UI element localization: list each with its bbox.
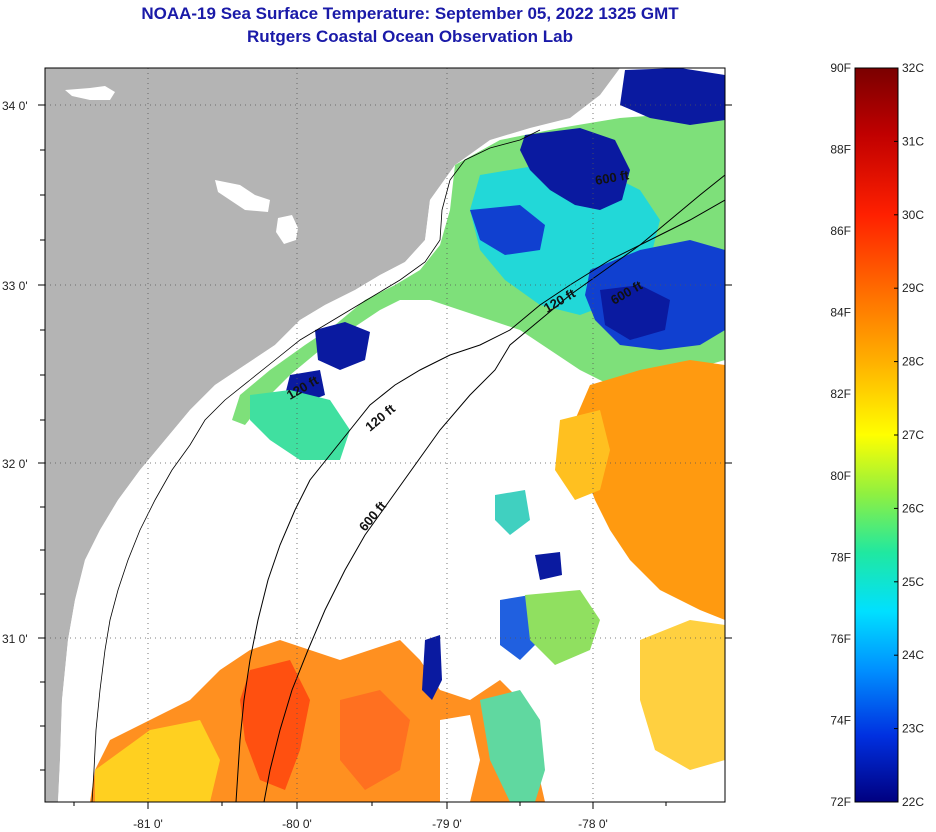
- coastline: [91, 129, 541, 802]
- inland-spot: [65, 86, 115, 100]
- map-subtitle: Rutgers Coastal Ocean Observation Lab: [247, 27, 573, 46]
- colorbar-label-celsius: 23C: [902, 722, 924, 736]
- coastal-nodata: [58, 135, 540, 802]
- colorbar-label-celsius: 29C: [902, 281, 924, 295]
- inland-spot: [276, 215, 298, 244]
- colorbar-label-celsius: 32C: [902, 61, 924, 75]
- sst-nodata-patch: [440, 715, 480, 802]
- colorbar-label-fahrenheit: 74F: [830, 713, 851, 727]
- contour-600ft: [263, 174, 725, 802]
- inland-spot: [215, 180, 270, 212]
- graticule: [45, 68, 725, 802]
- colorbar-label-celsius: 25C: [902, 575, 924, 589]
- colorbar-label-fahrenheit: 72F: [830, 795, 851, 809]
- land-mass: [45, 68, 620, 802]
- lon-label: -78 0': [578, 817, 608, 831]
- contour-120ft: [235, 199, 725, 802]
- sst-cold-patch: [470, 205, 545, 255]
- colorbar-ticks: 90F 88F 86F 84F 82F 80F 78F 76F 74F 72F 32C 31C 30C 2…: [830, 61, 924, 809]
- map-title: NOAA-19 Sea Surface Temperature: Septemb…: [141, 4, 679, 23]
- sst-cold-patch: [520, 128, 630, 210]
- contour-label: 600 ft: [594, 167, 631, 188]
- colorbar-label-celsius: 30C: [902, 208, 924, 222]
- sst-warm-region: [575, 360, 725, 620]
- colorbar-label-fahrenheit: 80F: [830, 469, 851, 483]
- lon-label: -81 0': [133, 817, 163, 831]
- colorbar-label-fahrenheit: 76F: [830, 632, 851, 646]
- sst-hot-patch: [240, 660, 310, 790]
- lat-label: 31 0': [2, 632, 28, 646]
- sst-scattered-patch: [535, 552, 562, 580]
- sst-cold-patch: [315, 322, 370, 370]
- colorbar-label-fahrenheit: 78F: [830, 550, 851, 564]
- colorbar-label-celsius: 26C: [902, 501, 924, 515]
- lon-label: -79 0': [432, 817, 462, 831]
- sst-cold-patch: [600, 285, 670, 340]
- lat-label: 33 0': [2, 279, 28, 293]
- colorbar-label-celsius: 24C: [902, 648, 924, 662]
- sst-cool-patch: [250, 390, 350, 460]
- colorbar-label-fahrenheit: 84F: [830, 306, 851, 320]
- lon-label: -80 0': [282, 817, 312, 831]
- lat-label: 32 0': [2, 457, 28, 471]
- colorbar-label-celsius: 28C: [902, 355, 924, 369]
- colorbar: [854, 67, 899, 803]
- colorbar-label-fahrenheit: 82F: [830, 387, 851, 401]
- sst-hot-patch: [340, 690, 410, 790]
- sst-cool-patch: [480, 690, 545, 802]
- colorbar-label-fahrenheit: 86F: [830, 224, 851, 238]
- colorbar-label-celsius: 27C: [902, 428, 924, 442]
- map-border: [44, 67, 726, 803]
- axis-ticks: [38, 104, 732, 809]
- sst-warm-patch: [555, 410, 610, 500]
- sst-scattered-patch: [525, 590, 600, 665]
- sst-warm-patch: [640, 620, 725, 770]
- sst-cold-patch: [620, 68, 725, 125]
- colorbar-label-fahrenheit: 88F: [830, 143, 851, 157]
- sst-cold-patch: [422, 635, 442, 700]
- colorbar-label-celsius: 22C: [902, 795, 924, 809]
- lat-label: 34 0': [2, 99, 28, 113]
- sst-warm-patch: [95, 720, 220, 802]
- colorbar-label-fahrenheit: 90F: [830, 61, 851, 75]
- colorbar-label-celsius: 31C: [902, 134, 924, 148]
- sst-scattered-patch: [495, 490, 530, 535]
- map-content: [45, 68, 725, 802]
